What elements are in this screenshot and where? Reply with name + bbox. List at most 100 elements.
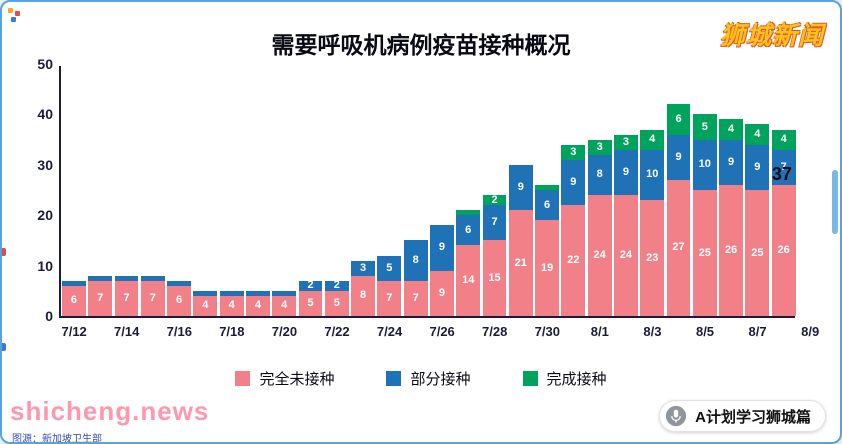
bar-segment-2: 6 — [666, 104, 691, 135]
y-tick-label: 20 — [37, 207, 53, 224]
legend-item-partial: 部分接种 — [386, 368, 471, 389]
bar-segment-0: 7 — [114, 280, 139, 316]
bar-segment-2: 3 — [587, 139, 612, 155]
bar-segment-2: 3 — [614, 134, 638, 150]
legend-label-unvaccinated: 完全未接种 — [259, 371, 335, 388]
bar-7/13: 7 — [88, 275, 113, 316]
bar-segment-0: 25 — [745, 190, 770, 316]
edge-dot-blue-decoration — [2, 343, 6, 351]
bar-segment-1: 10 — [640, 149, 665, 201]
x-tick-label: 7/18 — [219, 324, 245, 339]
legend-label-partial: 部分接种 — [410, 371, 471, 388]
bar-8/4: 27 9 6 — [666, 104, 691, 316]
bar-segment-0: 19 — [535, 220, 560, 316]
brand-logo: 狮城新闻 — [719, 22, 824, 50]
bar-segment-1: 2 — [324, 280, 349, 291]
y-tick-label: 10 — [37, 257, 53, 274]
bar-segment-1: 9 — [430, 225, 454, 271]
bar-segment-2 — [535, 184, 560, 191]
bar-segment-2: 3 — [561, 144, 586, 160]
bar-segment-0: 9 — [430, 270, 454, 316]
x-tick-label: 7/12 — [61, 324, 87, 339]
bar-7/31: 22 9 3 — [561, 144, 586, 316]
bar-segment-0: 26 — [719, 184, 744, 316]
bar-segment-0: 5 — [324, 290, 349, 316]
bar-segment-0: 6 — [167, 285, 192, 316]
bar-8/5: 25 10 5 — [692, 114, 717, 316]
x-tick-label: 8/1 — [590, 324, 609, 339]
viewer-scrollbar-thumb[interactable] — [832, 170, 838, 234]
bar-segment-0: 24 — [614, 195, 638, 316]
bar-segment-1 — [62, 280, 86, 286]
bar-segment-0: 22 — [561, 205, 586, 316]
bar-segment-0: 7 — [88, 280, 113, 316]
bar-segment-0: 7 — [377, 280, 402, 316]
bar-7/15: 7 — [140, 275, 165, 316]
bar-segment-1 — [88, 275, 113, 281]
x-tick-label: 8/7 — [748, 324, 767, 339]
bar-segment-1 — [219, 290, 244, 296]
x-tick-label: 8/9 — [801, 324, 820, 339]
source-caption: 图源：新加坡卫生部 — [12, 434, 102, 444]
bar-segment-1: 9 — [508, 164, 533, 211]
bar-segment-1: 5 — [377, 255, 402, 281]
bar-segment-1: 9 — [745, 144, 770, 190]
bar-segment-0: 14 — [456, 245, 481, 316]
bar-segment-0: 26 — [771, 184, 796, 316]
bar-segment-2: 4 — [745, 124, 770, 145]
bar-7/19: 4 — [246, 290, 270, 316]
x-tick-label: 7/20 — [271, 324, 298, 339]
bar-segment-1: 9 — [561, 159, 586, 206]
microphone-icon — [665, 405, 687, 427]
x-tick-label: 7/30 — [534, 324, 560, 339]
bar-8/1: 24 8 3 — [587, 139, 612, 316]
bar-segment-0: 4 — [272, 295, 297, 316]
channel-badge-label: A计划学习狮城篇 — [695, 408, 811, 426]
bar-segment-2: 5 — [692, 114, 717, 140]
bar-segment-1: 9 — [666, 134, 691, 180]
bar-7/17: 4 — [193, 290, 218, 316]
chart-title: 需要呼吸机病例疫苗接种概况 — [271, 32, 571, 58]
bar-7/18: 4 — [219, 290, 244, 316]
bar-segment-0: 24 — [587, 195, 612, 316]
bar-segment-0: 15 — [482, 240, 507, 316]
bar-8/2: 24 9 3 — [614, 134, 638, 316]
bar-segment-1: 8 — [403, 240, 428, 281]
bar-segment-1 — [246, 290, 270, 296]
edge-dot-red-decoration — [2, 248, 6, 256]
stacked-bar-chart: 0 10 20 30 40 50 7/12 7/14 7/16 7/18 7/20 7/22 7/24 7… — [37, 56, 819, 339]
legend-label-full: 完成接种 — [546, 371, 607, 388]
confetti-decoration — [8, 8, 13, 13]
bar-segment-0: 8 — [351, 275, 376, 316]
channel-badge: A计划学习狮城篇 — [659, 400, 826, 432]
bar-segment-0: 7 — [403, 280, 428, 316]
x-tick-label: 8/3 — [643, 324, 662, 339]
bar-7/27: 14 6 — [456, 210, 481, 316]
x-tick-label: 7/24 — [376, 324, 403, 339]
bar-7/14: 7 — [114, 275, 139, 316]
bar-segment-2 — [456, 210, 481, 216]
y-tick-label: 40 — [37, 106, 53, 123]
y-tick-label: 30 — [37, 156, 53, 173]
bar-segment-1: 9 — [719, 139, 744, 185]
last-bar-annotation: 37 — [771, 164, 792, 184]
y-tick-label: 0 — [45, 308, 53, 324]
bar-segment-2: 4 — [719, 119, 744, 140]
bar-segment-0: 4 — [193, 295, 218, 316]
bar-segment-0: 7 — [140, 280, 165, 316]
bar-segment-1: 2 — [298, 280, 323, 291]
bar-segment-0: 5 — [298, 290, 323, 316]
bar-segment-1: 8 — [587, 154, 612, 196]
plot-area: 0 10 20 30 40 50 7/12 7/14 7/16 7/18 7/20 7/22 7/24 7… — [37, 56, 819, 339]
site-watermark: shicheng.news — [10, 396, 210, 426]
bar-segment-0: 6 — [62, 285, 86, 316]
bar-segment-1: 6 — [535, 190, 560, 221]
bar-8/8: 26 7 4 — [771, 129, 796, 316]
bar-7/16: 6 — [167, 280, 192, 316]
bar-segment-0: 23 — [640, 200, 665, 316]
bar-8/6: 26 9 4 — [719, 119, 744, 316]
